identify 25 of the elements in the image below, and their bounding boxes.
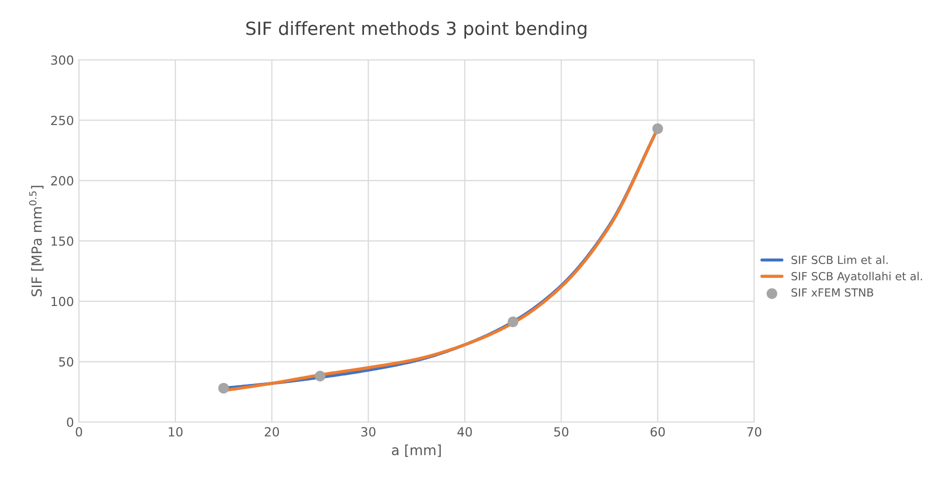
x-tick-label: 30 [361, 427, 376, 437]
x-tick-label: 40 [457, 427, 472, 437]
y-tick-label: 150 [52, 236, 74, 246]
y-tick-label: 200 [51, 176, 74, 186]
point [508, 316, 518, 328]
x-tick-label: 70 [747, 427, 762, 437]
x-axis-title: a [mm] [392, 444, 441, 457]
legend-label: SIF SCB Lim et al. [792, 255, 888, 264]
point [652, 123, 664, 134]
chart-title: SIF different methods 3 point bending [246, 21, 586, 39]
legend-label: SIF SCB Ayatollahi et al. [792, 272, 922, 283]
y-axis-title: SIF [MPa mm$^{0.5}$] [29, 186, 44, 296]
y-tick-label: 50 [59, 357, 74, 367]
legend-label: SIF xFEM STNB [792, 288, 874, 297]
x-tick-label: 60 [650, 427, 665, 437]
x-tick-label: 20 [264, 427, 279, 437]
point [314, 370, 326, 382]
y-tick-label: 300 [51, 55, 74, 65]
y-tick-label: 250 [51, 116, 74, 126]
x-tick-label: 0 [76, 427, 82, 437]
x-tick-label: 50 [554, 427, 568, 437]
point [218, 382, 229, 394]
y-tick-label: 0 [66, 417, 74, 427]
x-tick-label: 10 [168, 427, 183, 437]
y-tick-label: 100 [52, 296, 74, 306]
